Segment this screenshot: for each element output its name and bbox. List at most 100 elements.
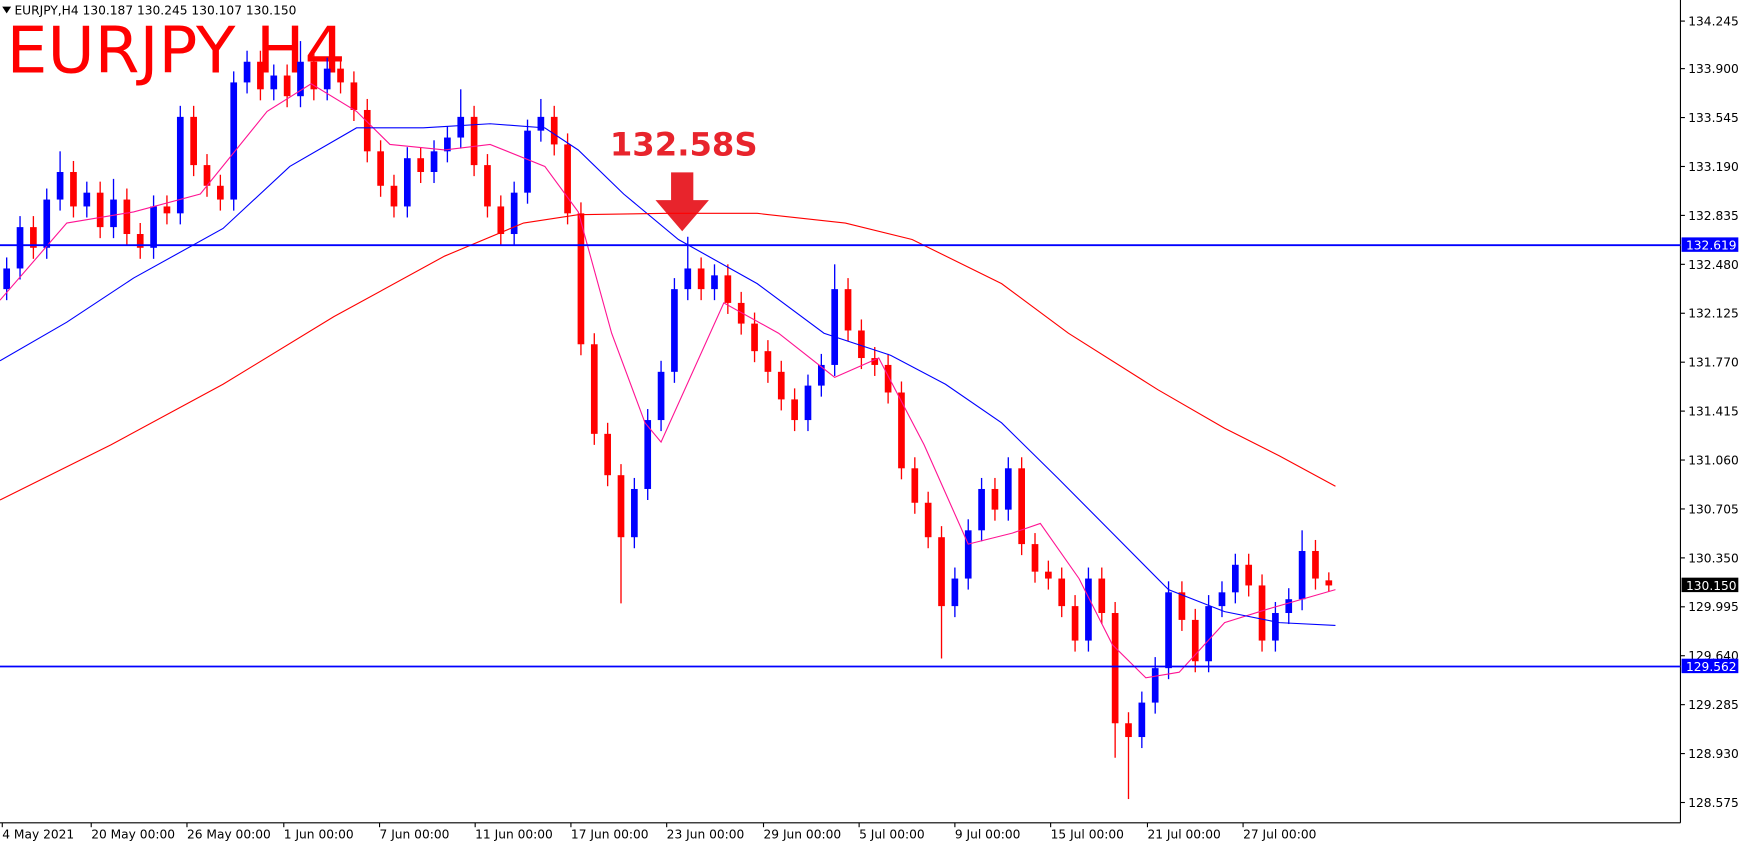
candle-body: [323, 68, 331, 90]
candle-body: [524, 130, 531, 193]
level-label: 132.619: [1686, 239, 1737, 253]
candle-body: [417, 158, 425, 172]
candle-body: [657, 371, 665, 421]
level-label-box: [1681, 237, 1739, 252]
candle-body: [804, 385, 812, 421]
candle-body: [190, 116, 197, 166]
candle-body: [230, 82, 238, 200]
candle-body: [16, 227, 24, 269]
candle-body: [711, 275, 718, 290]
candle-body: [377, 151, 384, 186]
candle-body: [497, 206, 505, 235]
candle-body: [1205, 606, 1212, 662]
candle-body: [737, 302, 745, 324]
candle-body: [136, 234, 144, 248]
x-tick-label: 15 Jul 00:00: [1051, 827, 1124, 841]
x-tick-label: 27 Jul 00:00: [1243, 827, 1316, 841]
candle-body: [1191, 619, 1199, 662]
candle-body: [350, 82, 358, 110]
candle-body: [1004, 468, 1012, 510]
y-tick-label: 128.575: [1688, 796, 1739, 810]
candle-body: [590, 344, 598, 434]
x-tick-label: 29 Jun 00:00: [764, 827, 842, 841]
moving-average: [0, 212, 1336, 501]
candle-body: [858, 330, 865, 359]
candle-body: [430, 151, 438, 172]
candle-body: [964, 530, 972, 579]
x-tick-label: 21 Jul 00:00: [1147, 827, 1220, 841]
candle-body: [924, 502, 932, 538]
level-label-box: [1681, 658, 1739, 674]
y-tick-label: 130.705: [1688, 502, 1739, 516]
candle-body: [43, 199, 51, 248]
candle-body: [671, 289, 678, 372]
candle-body: [644, 420, 652, 489]
candle-body: [751, 323, 758, 352]
candle-body: [550, 116, 558, 145]
candle-body: [577, 213, 585, 345]
candle-body: [1325, 580, 1333, 586]
y-tick-label: 128.930: [1688, 747, 1739, 761]
candle-body: [684, 268, 692, 290]
candle-body: [1098, 578, 1106, 614]
y-tick-label: 132.125: [1688, 307, 1739, 321]
candle-body: [83, 192, 91, 207]
last-price-label: 130.150: [1686, 579, 1737, 593]
candle-body: [1018, 468, 1025, 545]
candle-body: [510, 192, 518, 235]
candle-body: [1245, 564, 1253, 586]
x-tick-label: 5 Jul 00:00: [859, 827, 925, 841]
candle-body: [631, 488, 638, 538]
candle-body: [1258, 585, 1266, 641]
candle-body: [938, 537, 945, 607]
candle-body: [617, 475, 625, 538]
candle-body: [764, 351, 772, 372]
candle-body: [3, 268, 11, 290]
candle-body: [724, 275, 732, 303]
candle-body: [484, 165, 491, 207]
candle-body: [604, 433, 611, 476]
candle-body: [203, 165, 211, 186]
level-label: 129.562: [1686, 660, 1737, 674]
plot: 134.245 133.900 133.545 133.190 132.835 132.4…: [0, 15, 1739, 841]
candle-body: [257, 61, 264, 90]
candle-body: [817, 364, 825, 386]
candle-body: [270, 75, 278, 90]
candle-body: [1031, 544, 1039, 572]
y-tick-label: 131.060: [1688, 453, 1739, 467]
candle-body: [1231, 564, 1239, 593]
x-tick-label: 17 Jun 00:00: [571, 827, 649, 841]
x-tick-label: 4 May 2021: [2, 827, 74, 841]
candle-body: [163, 206, 171, 214]
candle-body: [1298, 550, 1306, 600]
y-tick-label: 130.350: [1688, 551, 1739, 565]
candle-body: [831, 289, 839, 365]
candle-body: [1125, 723, 1132, 738]
candle-body: [871, 358, 879, 365]
candle-body: [777, 371, 785, 400]
candle-body: [70, 171, 77, 207]
candle-body: [911, 468, 919, 503]
header-icon: [2, 6, 12, 14]
candle-body: [951, 578, 959, 607]
candle-body: [310, 61, 318, 90]
candle-body: [110, 199, 117, 228]
candle-body: [1138, 702, 1146, 738]
arrow: [655, 172, 709, 232]
y-tick-label: 129.285: [1688, 698, 1739, 712]
candle-body: [403, 158, 411, 207]
candle-body: [978, 488, 985, 531]
x-tick-label: 9 Jul 00:00: [955, 827, 1021, 841]
y-tick-label: 133.900: [1688, 62, 1739, 76]
candle-body: [564, 144, 571, 214]
x-tick-label: 20 May 00:00: [91, 827, 175, 841]
candle-body: [1178, 592, 1186, 620]
candle-body: [791, 399, 798, 421]
candle-body: [297, 61, 304, 97]
candle-body: [1071, 606, 1079, 641]
candle-body: [243, 61, 251, 83]
candle-body: [470, 116, 478, 166]
candle-body: [444, 137, 451, 152]
candle-body: [56, 171, 64, 200]
